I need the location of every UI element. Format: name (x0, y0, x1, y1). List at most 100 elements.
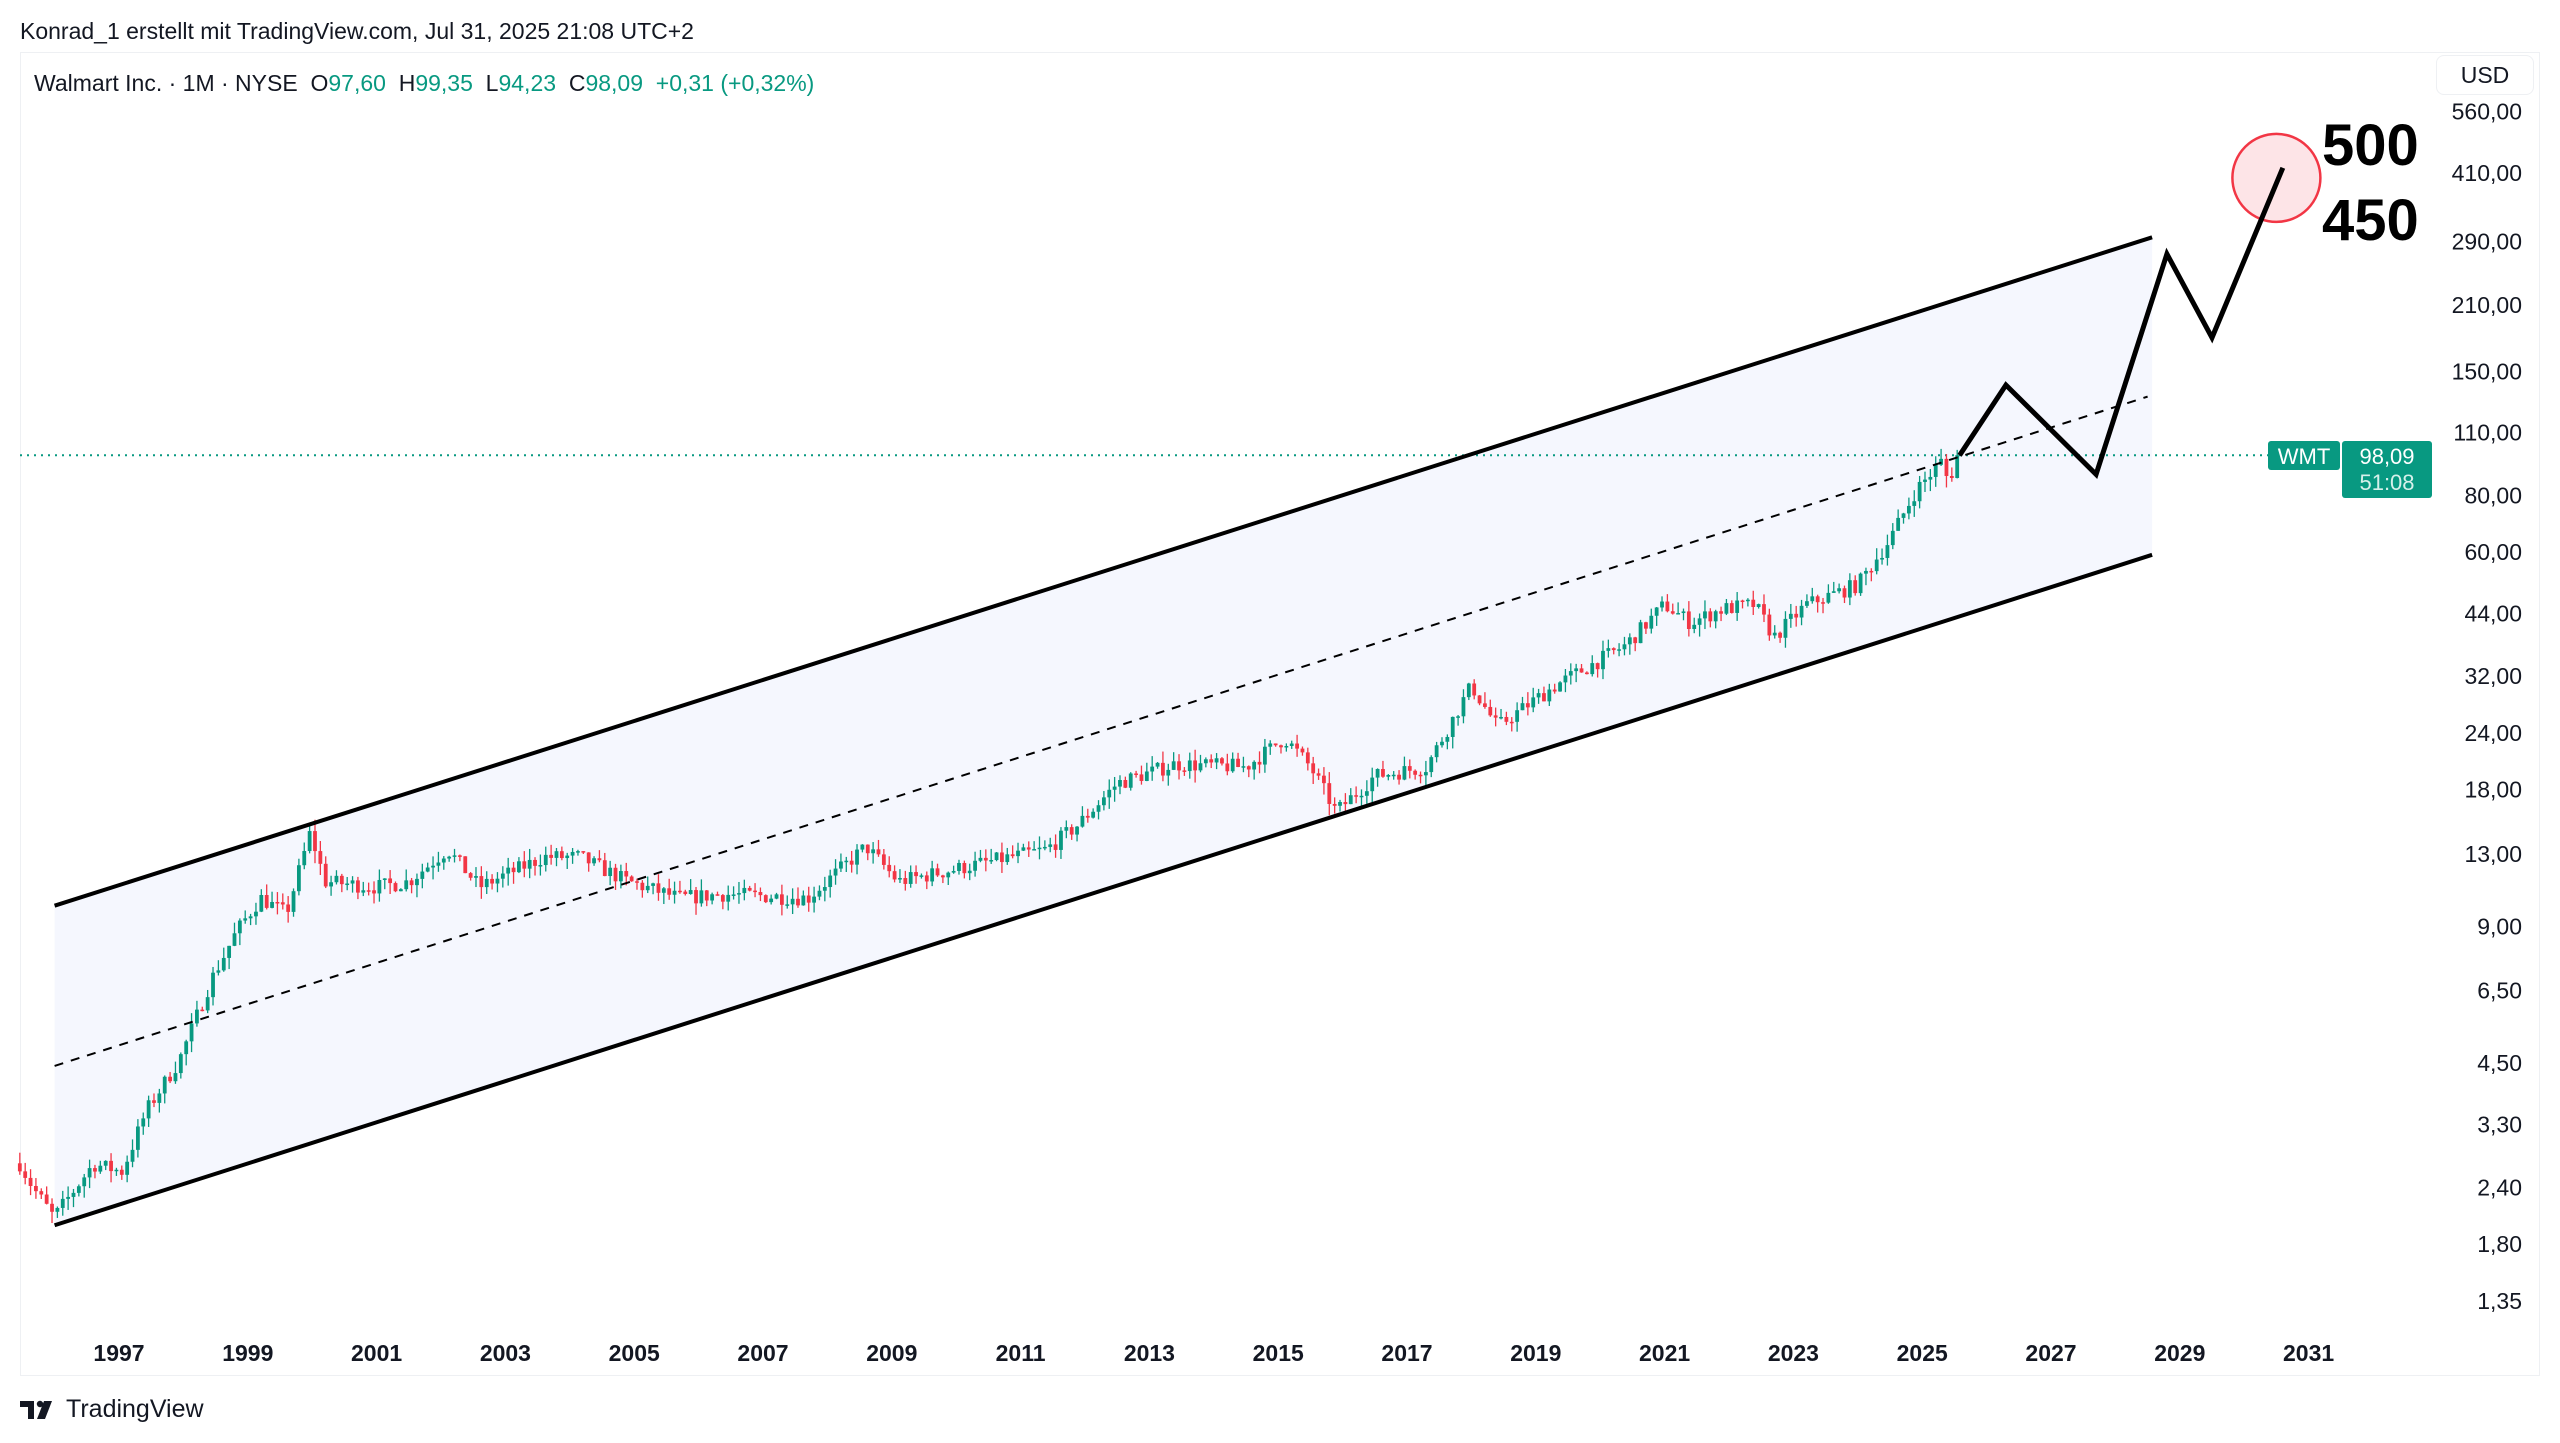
candle-body (119, 1169, 124, 1175)
candle (855, 844, 859, 875)
candle-body (559, 851, 564, 859)
candle-body (672, 890, 677, 895)
candle (1563, 668, 1568, 693)
candle-body (549, 854, 554, 858)
candle (264, 884, 269, 910)
candle-body (1311, 763, 1316, 774)
symbol-name[interactable]: Walmart Inc. · 1M · NYSE (34, 70, 298, 96)
candle (1955, 449, 1960, 479)
candle-body (60, 1198, 65, 1208)
candle-body (667, 888, 672, 895)
candle-body (1499, 716, 1503, 719)
candle (1483, 692, 1487, 709)
candle-body (747, 887, 752, 891)
candle (1949, 467, 1954, 482)
candle-body (1783, 618, 1788, 638)
candle (1928, 469, 1933, 492)
candle (774, 892, 779, 900)
candle-body (452, 855, 457, 857)
candle-body (98, 1165, 103, 1172)
candle (1284, 743, 1289, 752)
candle-body (1225, 763, 1230, 772)
candle-body (1246, 766, 1251, 770)
candle (259, 889, 264, 913)
candle-body (66, 1196, 71, 1199)
candle-body (1000, 852, 1004, 863)
candle-body (1531, 697, 1536, 708)
candle (747, 885, 752, 892)
candle-body (694, 890, 698, 904)
candle (1906, 497, 1911, 520)
x-tick-label: 2015 (1253, 1340, 1304, 1366)
candle-body (259, 895, 264, 912)
candle (1440, 737, 1444, 748)
candle (1434, 741, 1439, 763)
candle-body (1805, 601, 1809, 606)
candle (1413, 769, 1418, 780)
annotation-450: 450 (2322, 188, 2419, 253)
candle-body (1681, 611, 1686, 614)
candle (1584, 671, 1589, 675)
x-tick-label: 2027 (2025, 1340, 2076, 1366)
candle (1917, 475, 1922, 509)
channel-lower-line (53, 552, 2153, 1228)
candle-body (1617, 649, 1621, 651)
candle-body (1112, 786, 1117, 790)
y-tick-label: 18,00 (2464, 777, 2522, 803)
candle (978, 849, 983, 863)
candle (1386, 774, 1391, 781)
candle-body (812, 896, 816, 903)
candle-body (1381, 769, 1385, 777)
candle (307, 826, 312, 854)
candle (345, 876, 350, 891)
candle-body (640, 882, 645, 891)
candle-body (1230, 758, 1235, 772)
candle (533, 857, 537, 876)
x-tick-label: 2003 (480, 1340, 531, 1366)
candle-body (1493, 715, 1498, 718)
candle-body (1542, 693, 1546, 702)
candle (1601, 640, 1605, 680)
candle (1279, 744, 1283, 754)
candle-body (264, 895, 269, 908)
candle-body (1697, 618, 1702, 625)
candle (839, 853, 843, 872)
candle-body (511, 867, 516, 873)
candle-body (758, 892, 763, 896)
candle-body (135, 1126, 140, 1150)
candle (1654, 607, 1659, 626)
y-tick-label: 290,00 (2452, 228, 2522, 254)
candle (994, 852, 999, 862)
candle (173, 1061, 178, 1084)
currency-button[interactable]: USD (2436, 55, 2534, 95)
candle (1397, 770, 1401, 785)
candle-body (1386, 775, 1391, 777)
symbol-badge-text: WMT (2278, 444, 2331, 469)
candle-body (227, 945, 232, 958)
candle-body (930, 868, 935, 882)
candle (1026, 841, 1031, 857)
candle-body (1579, 668, 1584, 673)
candle (753, 883, 757, 898)
candle-body (651, 883, 655, 886)
candle-body (1348, 795, 1353, 805)
candle (1059, 827, 1063, 859)
tradingview-footer[interactable]: TradingView (20, 1395, 204, 1424)
candle-body (1375, 769, 1380, 778)
candle (887, 856, 892, 878)
y-tick-label: 1,80 (2477, 1231, 2522, 1257)
candle-body (457, 855, 462, 857)
candle (1788, 603, 1793, 628)
candle (457, 854, 462, 862)
candle-body (1456, 716, 1460, 718)
candle (1740, 599, 1745, 609)
candle (1644, 621, 1648, 634)
candle (1187, 752, 1192, 779)
candle-body (1837, 588, 1842, 592)
candle (1617, 643, 1621, 657)
candle (1488, 699, 1493, 717)
candle-body (1069, 827, 1074, 835)
candle (1874, 548, 1879, 575)
candle (629, 875, 634, 882)
